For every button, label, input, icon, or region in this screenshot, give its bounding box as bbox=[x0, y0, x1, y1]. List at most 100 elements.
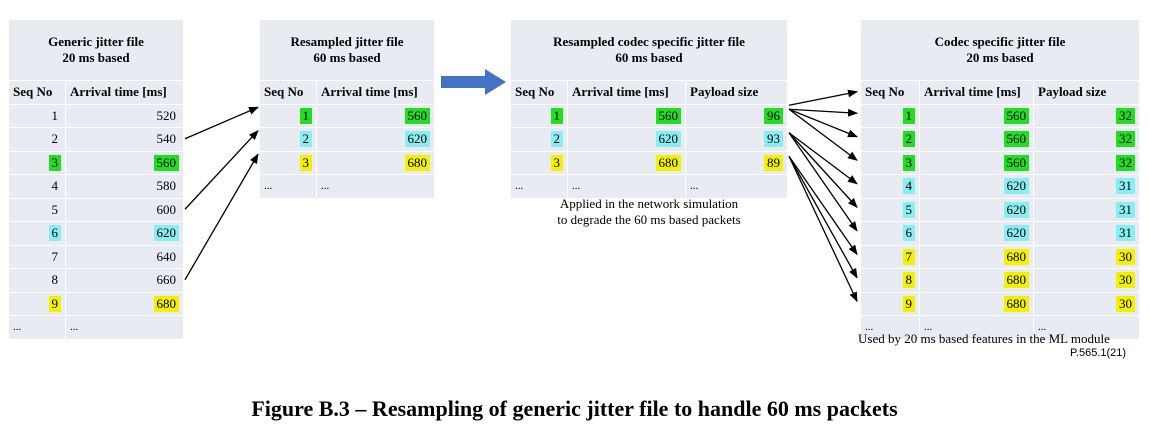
table-resampled-codec: Resampled codec specific jitter file 60 m… bbox=[511, 20, 787, 198]
seq-no-cell: 8 bbox=[861, 269, 919, 292]
seq-no-cell: 8 bbox=[9, 269, 65, 292]
ellipsis-cell: ... bbox=[515, 180, 524, 193]
cell-value: 620 bbox=[1003, 201, 1029, 218]
arrival-time-cell: 620 bbox=[919, 222, 1033, 245]
cell-value: 8 bbox=[51, 272, 59, 288]
column-header: Seq No bbox=[264, 84, 304, 100]
table-title-line: Generic jitter file bbox=[48, 34, 144, 49]
cell-value: 30 bbox=[1116, 272, 1135, 289]
arrival-time-cell: 620 bbox=[919, 198, 1033, 221]
note-line: Used by 20 ms based features in the ML m… bbox=[858, 331, 1110, 346]
column-header: Arrival time [ms] bbox=[919, 81, 1033, 104]
table-row: 9 680 bbox=[9, 291, 183, 315]
table-row: 2 560 32 bbox=[861, 127, 1139, 151]
cell-value: 5 bbox=[51, 201, 59, 217]
cell-value: 620 bbox=[1003, 178, 1029, 195]
table-row: 4 620 31 bbox=[861, 174, 1139, 198]
payload-size-cell: 89 bbox=[685, 151, 787, 174]
seq-no-cell: 1 bbox=[9, 105, 65, 128]
cell-value: 560 bbox=[1003, 107, 1029, 124]
table-row: 9 680 30 bbox=[861, 291, 1139, 315]
cell-value: 2 bbox=[902, 131, 915, 148]
cell-value: 600 bbox=[156, 201, 177, 217]
table-row: 2 620 bbox=[260, 127, 434, 151]
cell-value: 31 bbox=[1116, 178, 1135, 195]
table-trailer-row: ......... bbox=[861, 315, 1139, 339]
table-row: 7 680 30 bbox=[861, 244, 1139, 269]
ellipsis-cell: ... bbox=[685, 175, 787, 198]
connector-arrow bbox=[788, 132, 858, 208]
column-header: Seq No bbox=[515, 84, 555, 100]
cell-value: 1 bbox=[902, 107, 915, 124]
arrival-time-cell: 680 bbox=[65, 292, 183, 315]
table-title: Generic jitter file 20 ms based bbox=[9, 20, 183, 80]
column-header: Arrival time [ms] bbox=[567, 81, 685, 104]
cell-value: 2 bbox=[550, 131, 563, 148]
table-row: 3 560 bbox=[9, 150, 183, 174]
connector-arrow bbox=[788, 108, 858, 117]
table-title: Resampled codec specific jitter file 60 m… bbox=[511, 20, 787, 80]
table-row: 3 680 bbox=[260, 150, 434, 175]
connector-arrow bbox=[184, 130, 259, 210]
cell-value: 1 bbox=[299, 107, 312, 124]
cell-value: 540 bbox=[156, 131, 177, 147]
cell-value: 7 bbox=[902, 248, 915, 265]
cell-value: 3 bbox=[299, 154, 312, 171]
column-header: Seq No bbox=[13, 84, 53, 100]
seq-no-cell: 4 bbox=[861, 175, 919, 198]
table-header-row: Seq No Arrival time [ms] bbox=[260, 80, 434, 104]
table-resampled: Resampled jitter file 60 ms based Seq No Ar… bbox=[260, 20, 434, 198]
arrival-time-cell: 560 bbox=[919, 151, 1033, 174]
cell-value: 680 bbox=[1003, 272, 1029, 289]
cell-value: 520 bbox=[156, 107, 177, 123]
cell-value: 8 bbox=[902, 272, 915, 289]
column-header: Arrival time [ms] bbox=[65, 81, 183, 104]
table-title: Codec specific jitter file 20 ms based bbox=[861, 20, 1139, 80]
cell-value: 660 bbox=[156, 272, 177, 288]
cell-value: 560 bbox=[153, 154, 179, 171]
arrival-time-cell: 620 bbox=[65, 222, 183, 245]
arrival-time-cell: 620 bbox=[919, 175, 1033, 198]
seq-no-cell: 7 bbox=[861, 246, 919, 269]
ellipsis-cell: ... bbox=[13, 321, 22, 334]
connector-arrow bbox=[184, 153, 259, 281]
table-title-line: Resampled codec specific jitter file bbox=[553, 34, 745, 49]
seq-no-cell: 4 bbox=[9, 175, 65, 198]
seq-no-cell: 5 bbox=[9, 199, 65, 222]
payload-size-cell: 31 bbox=[1033, 222, 1139, 245]
table-codec: Codec specific jitter file 20 ms based Seq… bbox=[861, 20, 1139, 339]
seq-no-cell: 3 bbox=[511, 152, 567, 175]
seq-no-cell: 2 bbox=[861, 128, 919, 151]
cell-value: 1 bbox=[550, 107, 563, 124]
seq-no-cell: 2 bbox=[260, 128, 316, 151]
cell-value: 620 bbox=[1003, 225, 1029, 242]
seq-no-cell: 2 bbox=[9, 128, 65, 151]
connector-arrow bbox=[788, 155, 858, 279]
table-title-line: 20 ms based bbox=[62, 50, 130, 65]
table-row: 8 660 bbox=[9, 268, 183, 292]
seq-no-cell: 3 bbox=[260, 152, 316, 175]
table-row: 4 580 bbox=[9, 174, 183, 198]
cell-value: 32 bbox=[1116, 154, 1135, 171]
diagram-id: P.565.1(21) bbox=[1070, 347, 1127, 359]
payload-size-cell: 32 bbox=[1033, 104, 1139, 127]
cell-value: 6 bbox=[48, 225, 61, 242]
connector-arrow bbox=[788, 108, 858, 138]
cell-value: 680 bbox=[655, 154, 681, 171]
cell-value: 3 bbox=[48, 154, 61, 171]
ellipsis-cell: ... bbox=[567, 175, 685, 198]
column-header: Seq No bbox=[865, 84, 905, 100]
table-title-line: 60 ms based bbox=[615, 50, 683, 65]
ellipsis-cell: ... bbox=[264, 180, 273, 193]
table-trailer-row: ...... bbox=[9, 315, 183, 339]
arrival-time-cell: 680 bbox=[919, 269, 1033, 292]
seq-no-cell: 5 bbox=[861, 199, 919, 222]
cell-value: 4 bbox=[902, 178, 915, 195]
table-generic: Generic jitter file 20 ms based Seq No Arri… bbox=[9, 20, 183, 339]
arrival-time-cell: 560 bbox=[919, 104, 1033, 127]
connector-arrow bbox=[788, 132, 858, 232]
ml-module-note: Used by 20 ms based features in the ML m… bbox=[858, 331, 1148, 347]
cell-value: 31 bbox=[1116, 225, 1135, 242]
column-header: Payload size bbox=[685, 81, 787, 104]
